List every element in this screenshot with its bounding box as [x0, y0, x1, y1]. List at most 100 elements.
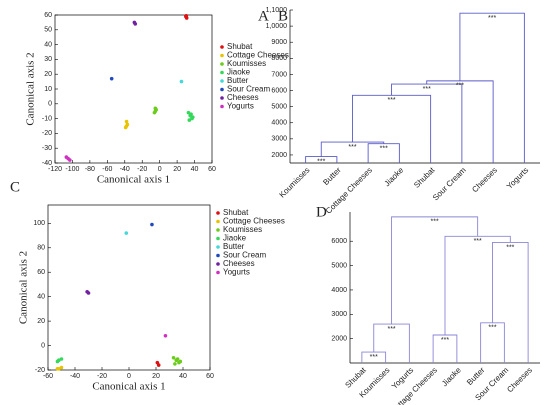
legend-label: Yogurts [223, 268, 250, 277]
y-tick-label: 3000 [271, 136, 287, 143]
point [64, 155, 69, 159]
point [191, 115, 195, 119]
legend-label: Cottage Cheeses [227, 51, 289, 60]
y-tick-label: 4000 [271, 120, 287, 127]
point [163, 333, 168, 338]
y-tick-label: 9000 [271, 39, 287, 46]
x-tick-label: 0 [127, 373, 131, 380]
point [86, 291, 91, 295]
legend-marker [216, 236, 220, 241]
y-tick-label: 3000 [331, 311, 347, 318]
x-tick-label: 40 [191, 166, 199, 173]
point [68, 158, 72, 162]
y-tick-label: 5000 [271, 103, 287, 110]
significance-label: *** [456, 83, 464, 90]
y-tick-label: 5000 [331, 262, 347, 269]
y-tick-label: 20 [44, 71, 52, 78]
legend-marker [220, 53, 224, 58]
significance-label: *** [370, 354, 378, 361]
legend-label: Cheeses [223, 259, 255, 268]
y-tick-label: -20 [35, 367, 45, 374]
x-tick-label: 60 [208, 166, 216, 173]
legend-label: Cottage Cheeses [223, 217, 285, 226]
x-tick-label: -20 [97, 373, 107, 380]
y-tick-label: 2000 [271, 152, 287, 159]
dendrogram-link [305, 156, 338, 163]
x-tick-label: -40 [70, 373, 80, 380]
leaf-label: Koumisses [278, 166, 312, 200]
legend-marker [216, 228, 220, 232]
legend-marker [220, 62, 224, 66]
dendrogram-link [352, 94, 432, 163]
dendrogram-link [391, 216, 479, 325]
legend-label: Jiaoke [227, 68, 251, 77]
legend-label: Jiaoke [223, 234, 247, 243]
point [189, 112, 193, 116]
legend-marker [220, 79, 224, 83]
dendrogram-link [492, 241, 529, 363]
legend-label: Shubat [223, 208, 249, 217]
y-tick-label: 30 [44, 56, 52, 63]
legend-label: Butter [223, 242, 245, 251]
significance-label: *** [380, 146, 388, 153]
x-tick-label: 40 [179, 373, 187, 380]
y-tick-label: 6000 [271, 87, 287, 94]
dendrogram-link [426, 80, 494, 163]
significance-label: *** [488, 325, 496, 332]
significance-label: *** [506, 244, 514, 251]
panel-label: A [258, 8, 269, 24]
point [171, 355, 176, 360]
y-tick-label: 2000 [331, 335, 347, 342]
y-tick-label: 40 [37, 294, 45, 301]
x-axis-label: Canonical axis 1 [97, 174, 170, 186]
y-tick-label: 7000 [271, 71, 287, 78]
legend-label: Koumisses [223, 225, 262, 234]
significance-label: *** [488, 15, 496, 22]
y-tick-label: 10 [44, 86, 52, 93]
leaf-label: Jiaoke [383, 165, 406, 188]
legend-marker [216, 262, 220, 266]
point [59, 357, 64, 361]
y-axis-label: Canonical axis 2 [25, 52, 37, 125]
y-tick-label: 0 [48, 101, 52, 108]
point [187, 118, 192, 122]
plot-frame [47, 204, 211, 371]
legend-marker [216, 270, 220, 275]
leaf-label: Jiaoke [440, 365, 463, 388]
y-axis-label: Canonical axis 2 [18, 251, 30, 324]
x-tick-label: -80 [85, 166, 95, 173]
y-tick-label: 4000 [331, 287, 347, 294]
significance-label: *** [474, 238, 482, 245]
legend-label: Sour Cream [227, 85, 270, 94]
point [184, 13, 189, 18]
plot-frame [54, 14, 213, 164]
y-tick-label: 80 [37, 245, 45, 252]
point [179, 79, 184, 84]
leaf-label: Butter [321, 165, 343, 187]
panel-label: D [316, 204, 327, 220]
legend-label: Butter [227, 76, 249, 85]
dendrogram-link [391, 83, 463, 163]
y-tick-label: 100 [33, 220, 45, 227]
legend-marker [220, 70, 224, 75]
y-tick-label: 20 [37, 318, 45, 325]
x-tick-label: -60 [102, 166, 112, 173]
point [55, 359, 60, 364]
point [173, 362, 177, 366]
leaf-label: Butter [465, 365, 487, 387]
leaf-label: Shubat [412, 165, 437, 190]
x-tick-label: 60 [206, 373, 214, 380]
x-tick-label: -60 [43, 373, 53, 380]
leaf-label: Yogurts [505, 166, 530, 191]
x-tick-label: 20 [173, 166, 181, 173]
legend-label: Koumisses [227, 59, 266, 68]
leaf-label: Cheeses [505, 366, 534, 395]
x-tick-label: -100 [65, 166, 79, 173]
y-tick-label: 8000 [271, 55, 287, 62]
y-tick-label: -30 [42, 145, 52, 152]
y-tick-label: 6000 [331, 238, 347, 245]
legend-marker [216, 211, 220, 215]
y-tick-label: 50 [44, 27, 52, 34]
legend-marker [216, 245, 220, 249]
